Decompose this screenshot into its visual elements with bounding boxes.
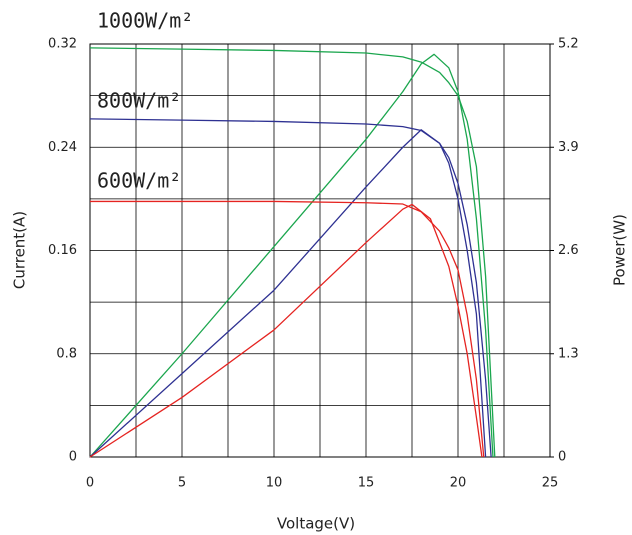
y-tick-label: 0 [69,450,77,465]
y-tick-label: 0.8 [56,346,77,361]
y-tick-label: 0.32 [48,37,77,52]
current-curve [89,47,496,458]
power-curve [89,53,494,458]
y2-tick-label: 5.2 [558,37,579,52]
power-curve [89,203,483,458]
annotation: 600W/m² [97,169,181,193]
y2-axis-label: Power(W) [611,214,629,286]
y-tick-label: 0.24 [48,140,77,155]
plot-frame [89,43,551,458]
x-axis-label: Voltage(V) [277,515,355,533]
power-curve [89,129,487,458]
x-tick-label: 10 [266,476,283,491]
x-tick-label: 25 [542,476,559,491]
y2-tick-label: 0 [558,450,566,465]
x-tick-label: 5 [178,476,186,491]
x-tick-label: 0 [86,476,94,491]
annotation: 800W/m² [97,89,181,113]
x-tick-label: 15 [358,476,375,491]
y2-tick-label: 1.3 [558,346,579,361]
y2-tick-label: 2.6 [558,243,579,258]
x-tick-label: 20 [450,476,467,491]
y-axis-label: Current(A) [11,211,29,289]
annotation: 1000W/m² [97,9,193,33]
current-curve [90,200,485,458]
y-tick-label: 0.16 [48,243,77,258]
y2-tick-label: 3.9 [558,140,579,155]
